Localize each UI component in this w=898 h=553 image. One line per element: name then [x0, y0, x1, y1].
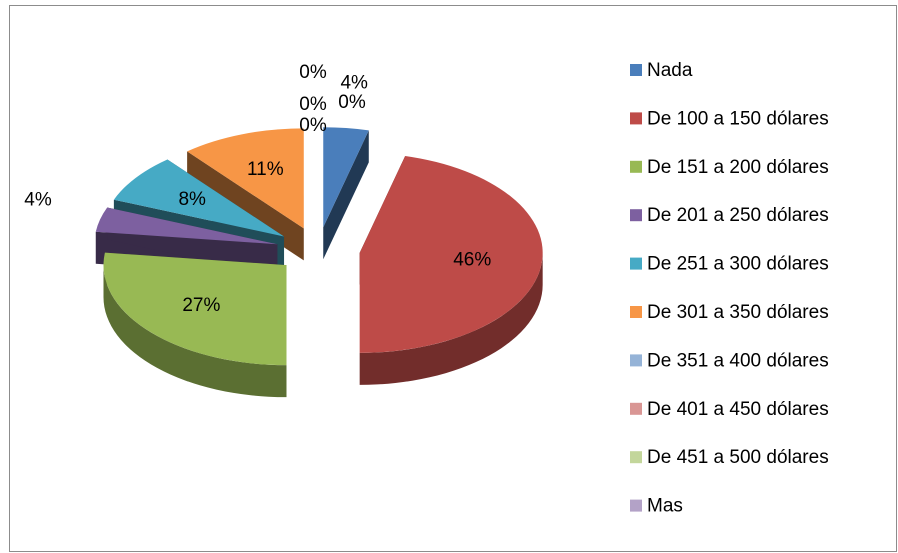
data-label: 27% [182, 295, 220, 316]
slice [359, 156, 543, 353]
slice [95, 207, 278, 245]
legend-swatch [630, 64, 642, 76]
legend-swatch [630, 112, 642, 125]
data-label: 4% [24, 190, 52, 211]
legend-swatch [630, 451, 642, 464]
data-label: 8% [178, 189, 206, 210]
legend-label: De 201 a 250 dólares [647, 205, 829, 226]
slice-side [103, 265, 287, 398]
legend-swatch [630, 354, 642, 367]
legend-label: De 301 a 350 dólares [647, 302, 829, 323]
legend-label: Nada [647, 60, 693, 81]
data-label: 0% [299, 62, 327, 83]
data-label: 0% [299, 94, 327, 115]
legend-label: De 151 a 200 dólares [647, 157, 829, 178]
legend-swatch [630, 209, 642, 222]
legend-swatch [630, 160, 642, 173]
legend-label: De 351 a 400 dólares [647, 350, 829, 371]
data-label: 11% [247, 159, 284, 180]
legend-label: De 100 a 150 dólares [647, 108, 829, 129]
legend-label: De 251 a 300 dólares [647, 254, 829, 275]
slice [103, 252, 287, 366]
legend-swatch [630, 402, 642, 415]
legend-swatch [630, 306, 642, 318]
legend-label: De 451 a 500 dólares [647, 447, 829, 468]
slice-tops [95, 127, 543, 366]
legend-swatch [630, 257, 642, 270]
slice-side [359, 252, 543, 385]
data-label: 4% [340, 72, 368, 93]
slice [323, 127, 369, 228]
legend-label: De 401 a 450 dólares [647, 399, 829, 420]
legend-label: Mas [647, 496, 683, 517]
data-label: 46% [453, 250, 491, 271]
data-label: 0% [299, 115, 327, 136]
legend-swatch [630, 499, 642, 512]
slice [113, 159, 285, 237]
data-label: 0% [338, 92, 366, 113]
slice-wall [323, 130, 369, 260]
slice [187, 128, 304, 229]
